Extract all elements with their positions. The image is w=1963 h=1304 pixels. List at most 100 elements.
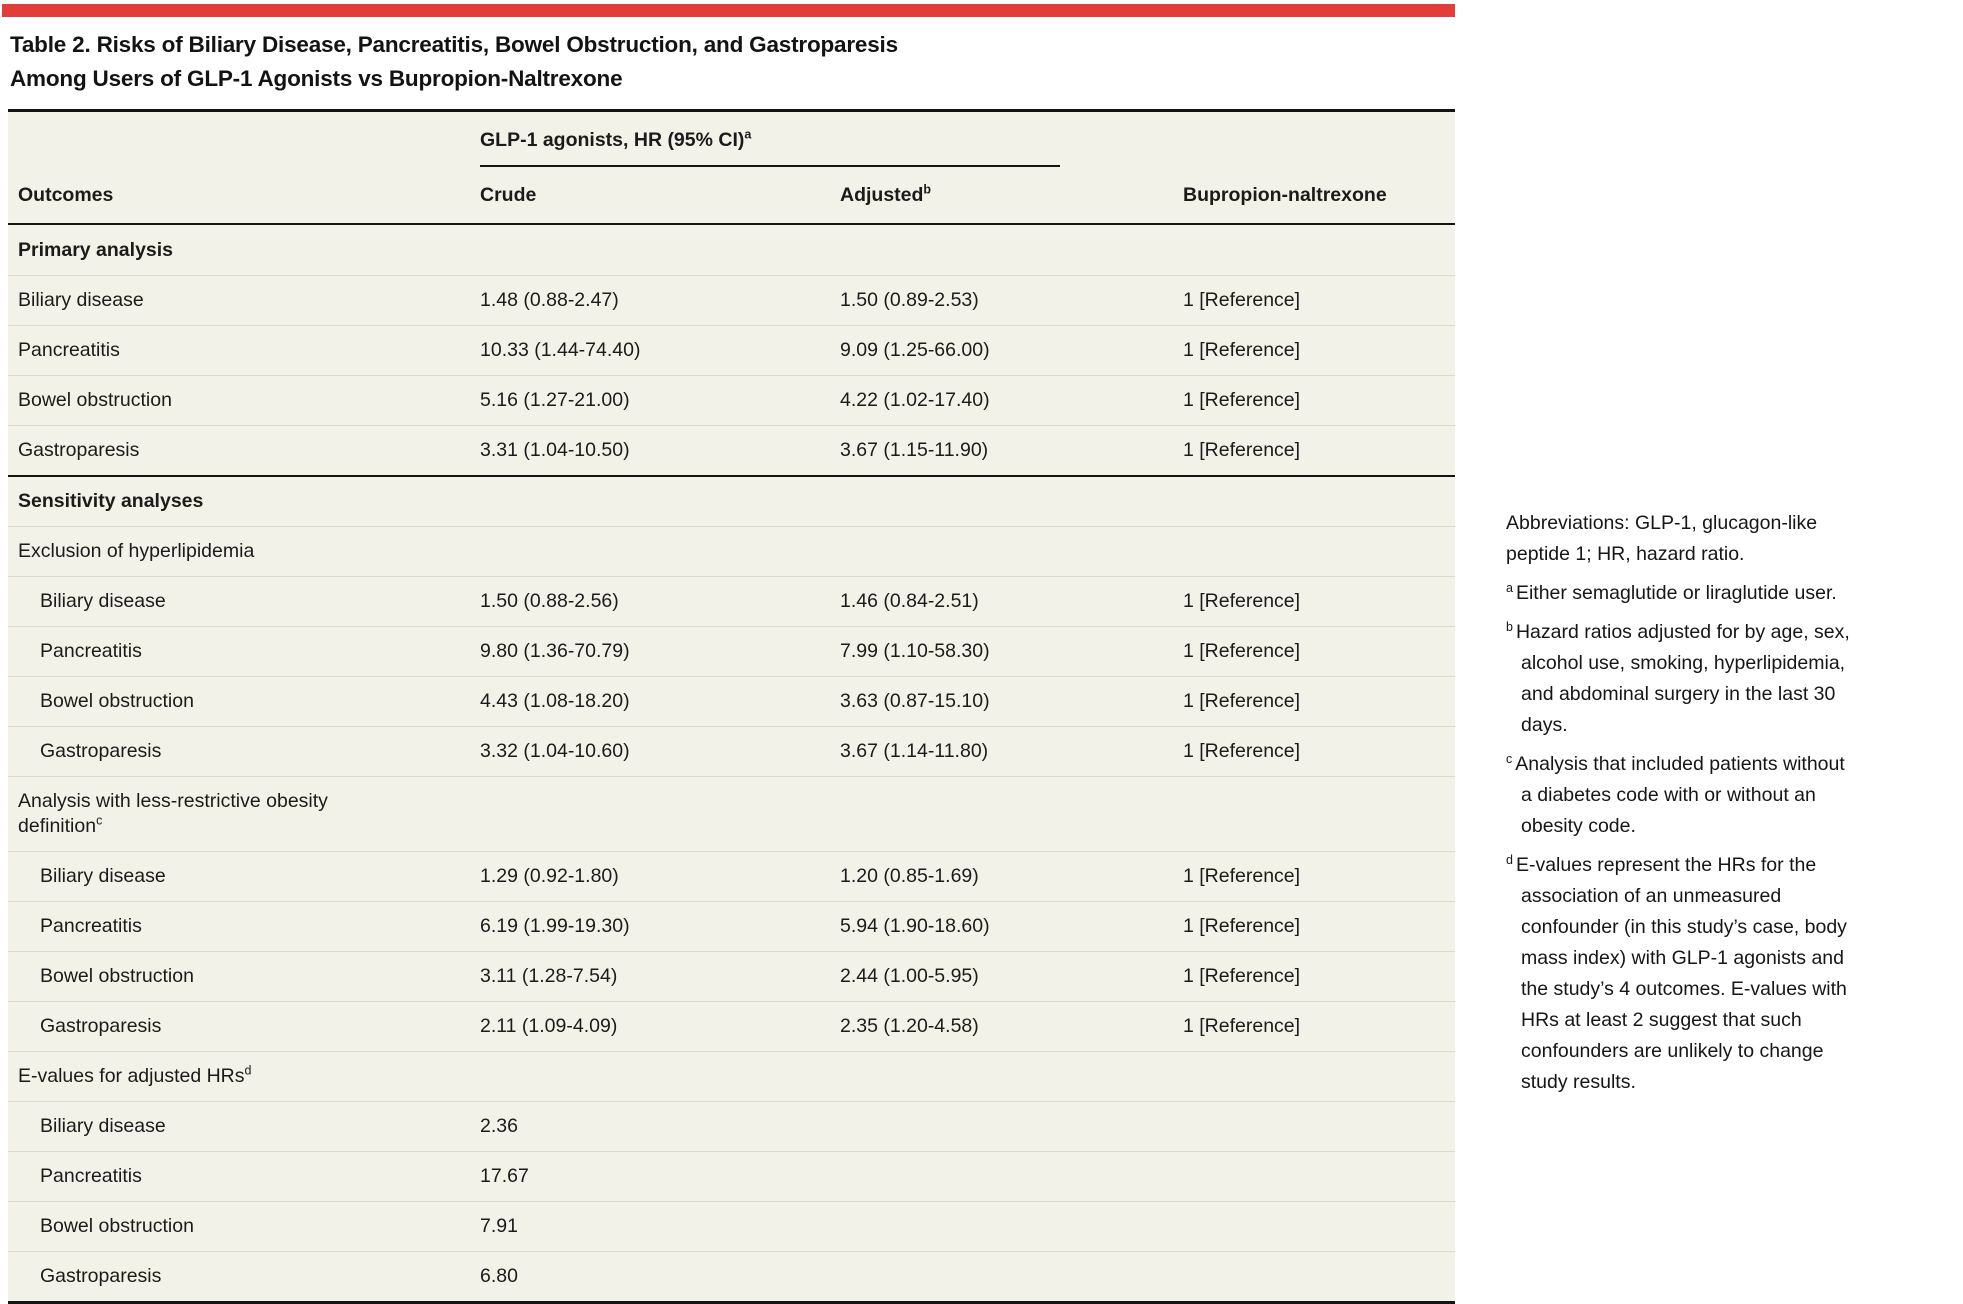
section-header-row: Primary analysis <box>8 225 1455 275</box>
table-row: Biliary disease 1.48 (0.88-2.47) 1.50 (0.8… <box>8 275 1455 325</box>
reference-cell: 1 [Reference] <box>1183 865 1301 887</box>
section-header-label: Primary analysis <box>18 238 174 261</box>
outcome-cell: Biliary disease <box>40 590 166 612</box>
table-title-line1: Table 2. Risks of Biliary Disease, Pancr… <box>10 32 898 57</box>
table-row: Pancreatitis 9.80 (1.36-70.79) 7.99 (1.10-… <box>8 626 1455 676</box>
table-row: Bowel obstruction 4.43 (1.08-18.20) 3.63 (… <box>8 676 1455 726</box>
table-body: Primary analysis Biliary disease 1.48 (0.8… <box>8 225 1455 1301</box>
adjusted-cell: 1.20 (0.85-1.69) <box>840 865 979 887</box>
crude-cell: 10.33 (1.44-74.40) <box>480 339 641 361</box>
crude-cell: 2.11 (1.09-4.09) <box>480 1015 618 1037</box>
table-title-line2: Among Users of GLP-1 Agonists vs Bupropi… <box>10 66 623 91</box>
section-header-row: Sensitivity analyses <box>8 475 1455 526</box>
outcome-cell: Pancreatitis <box>40 1165 142 1187</box>
outcome-cell: Biliary disease <box>40 865 166 887</box>
column-header-outcomes: Outcomes <box>18 183 114 206</box>
section-header-label: E-values for adjusted HRsd <box>18 1063 252 1087</box>
footnote-item: c Analysis that included patients without… <box>1506 751 1845 837</box>
crude-cell: 3.31 (1.04-10.50) <box>480 439 630 461</box>
table-row: Biliary disease 1.29 (0.92-1.80) 1.20 (0.8… <box>8 851 1455 901</box>
reference-cell: 1 [Reference] <box>1183 915 1301 937</box>
adjusted-cell: 9.09 (1.25-66.00) <box>840 339 990 361</box>
reference-cell: 1 [Reference] <box>1183 640 1301 662</box>
crude-cell: 9.80 (1.36-70.79) <box>480 640 630 662</box>
section-header: Primary analysis <box>18 226 480 275</box>
table-row: Pancreatitis 6.19 (1.99-19.30) 5.94 (1.90-… <box>8 901 1455 951</box>
outcome-cell: Bowel obstruction <box>40 965 194 987</box>
section-header-label: Sensitivity analyses <box>18 490 204 512</box>
table-figure: Table 2. Risks of Biliary Disease, Pancr… <box>2 0 1455 1304</box>
footnote-marker: a <box>1506 580 1513 595</box>
crude-cell: 1.50 (0.88-2.56) <box>480 590 619 612</box>
crude-cell: 17.67 <box>480 1165 529 1187</box>
table-title: Table 2. Risks of Biliary Disease, Pancr… <box>10 28 1455 96</box>
table-row: Bowel obstruction 7.91 <box>8 1201 1455 1251</box>
crude-cell: 3.11 (1.28-7.54) <box>480 965 618 987</box>
reference-cell: 1 [Reference] <box>1183 289 1301 311</box>
footnote-marker: b <box>1506 619 1513 634</box>
adjusted-cell: 4.22 (1.02-17.40) <box>840 389 990 411</box>
outcome-cell: Bowel obstruction <box>40 690 194 712</box>
outcome-cell: Pancreatitis <box>40 640 142 662</box>
crude-cell: 6.80 <box>480 1265 518 1287</box>
table-row: Bowel obstruction 5.16 (1.27-21.00) 4.22 (… <box>8 375 1455 425</box>
footnotes: Abbreviations: GLP-1, glucagon-like pept… <box>1506 508 1851 1106</box>
section-header: E-values for adjusted HRsd <box>18 1052 480 1101</box>
crude-cell: 7.91 <box>480 1215 518 1237</box>
table-row: Bowel obstruction 3.11 (1.28-7.54) 2.44 (1… <box>8 951 1455 1001</box>
table-row: Pancreatitis 17.67 <box>8 1151 1455 1201</box>
outcome-cell: Biliary disease <box>18 289 144 311</box>
data-table: GLP-1 agonists, HR (95% CI)a Outcomes Cru… <box>8 109 1455 1304</box>
table-row: Gastroparesis 3.31 (1.04-10.50) 3.67 (1.15… <box>8 425 1455 475</box>
outcome-cell: Gastroparesis <box>40 1265 162 1287</box>
crude-cell: 2.36 <box>480 1115 518 1137</box>
reference-cell: 1 [Reference] <box>1183 439 1301 461</box>
section-header-row: Analysis with less-restrictive obesity d… <box>8 776 1455 851</box>
adjusted-cell: 2.44 (1.00-5.95) <box>840 965 979 987</box>
table-row: Gastroparesis 3.32 (1.04-10.60) 3.67 (1.14… <box>8 726 1455 776</box>
section-header: Analysis with less-restrictive obesity d… <box>18 777 480 851</box>
footnote-item: a Either semaglutide or liraglutide user. <box>1506 580 1837 604</box>
crude-cell: 3.32 (1.04-10.60) <box>480 740 630 762</box>
section-header: Sensitivity analyses <box>18 477 480 526</box>
reference-cell: 1 [Reference] <box>1183 1015 1301 1037</box>
reference-cell: 1 [Reference] <box>1183 339 1301 361</box>
abbreviations-note: Abbreviations: GLP-1, glucagon-like pept… <box>1506 512 1818 565</box>
footnote-marker: c <box>1506 751 1513 766</box>
section-header: Exclusion of hyperlipidemia <box>18 527 480 576</box>
adjusted-cell: 1.50 (0.89-2.53) <box>840 289 979 311</box>
footnote-item: b Hazard ratios adjusted for by age, sex,… <box>1506 619 1850 736</box>
spanner-header: GLP-1 agonists, HR (95% CI)a <box>480 127 752 151</box>
section-header-label: Analysis with less-restrictive obesity d… <box>18 790 328 837</box>
adjusted-cell: 1.46 (0.84-2.51) <box>840 590 979 612</box>
crude-cell: 5.16 (1.27-21.00) <box>480 389 630 411</box>
outcome-cell: Gastroparesis <box>40 1015 162 1037</box>
adjusted-cell: 7.99 (1.10-58.30) <box>840 640 990 662</box>
reference-cell: 1 [Reference] <box>1183 740 1301 762</box>
column-header-reference: Bupropion-naltrexone <box>1183 183 1387 206</box>
adjusted-cell: 2.35 (1.20-4.58) <box>840 1015 979 1037</box>
column-header-row: Outcomes Crude Adjustedb Bupropion-naltrexo… <box>8 167 1455 225</box>
table-row: Pancreatitis 10.33 (1.44-74.40) 9.09 (1.25… <box>8 325 1455 375</box>
column-header-adjusted: Adjustedb <box>840 182 932 206</box>
footnote-marker: d <box>1506 852 1513 867</box>
reference-cell: 1 [Reference] <box>1183 590 1301 612</box>
crude-cell: 6.19 (1.99-19.30) <box>480 915 630 937</box>
outcome-cell: Pancreatitis <box>18 339 120 361</box>
footnote-list: a Either semaglutide or liraglutide user.… <box>1506 578 1851 1098</box>
crude-cell: 4.43 (1.08-18.20) <box>480 690 630 712</box>
table-row: Gastroparesis 2.11 (1.09-4.09) 2.35 (1.20-… <box>8 1001 1455 1051</box>
table-row: Biliary disease 1.50 (0.88-2.56) 1.46 (0.8… <box>8 576 1455 626</box>
reference-cell: 1 [Reference] <box>1183 965 1301 987</box>
spanner-row: GLP-1 agonists, HR (95% CI)a <box>8 112 1455 167</box>
reference-cell: 1 [Reference] <box>1183 690 1301 712</box>
adjusted-cell: 3.67 (1.14-11.80) <box>840 740 989 762</box>
section-header-row: Exclusion of hyperlipidemia <box>8 526 1455 576</box>
outcome-cell: Gastroparesis <box>40 740 162 762</box>
outcome-cell: Bowel obstruction <box>18 389 172 411</box>
accent-bar <box>2 4 1455 17</box>
table-row: Gastroparesis 6.80 <box>8 1251 1455 1301</box>
reference-cell: 1 [Reference] <box>1183 389 1301 411</box>
spanner-rule <box>480 165 1060 167</box>
table-row: Biliary disease 2.36 <box>8 1101 1455 1151</box>
